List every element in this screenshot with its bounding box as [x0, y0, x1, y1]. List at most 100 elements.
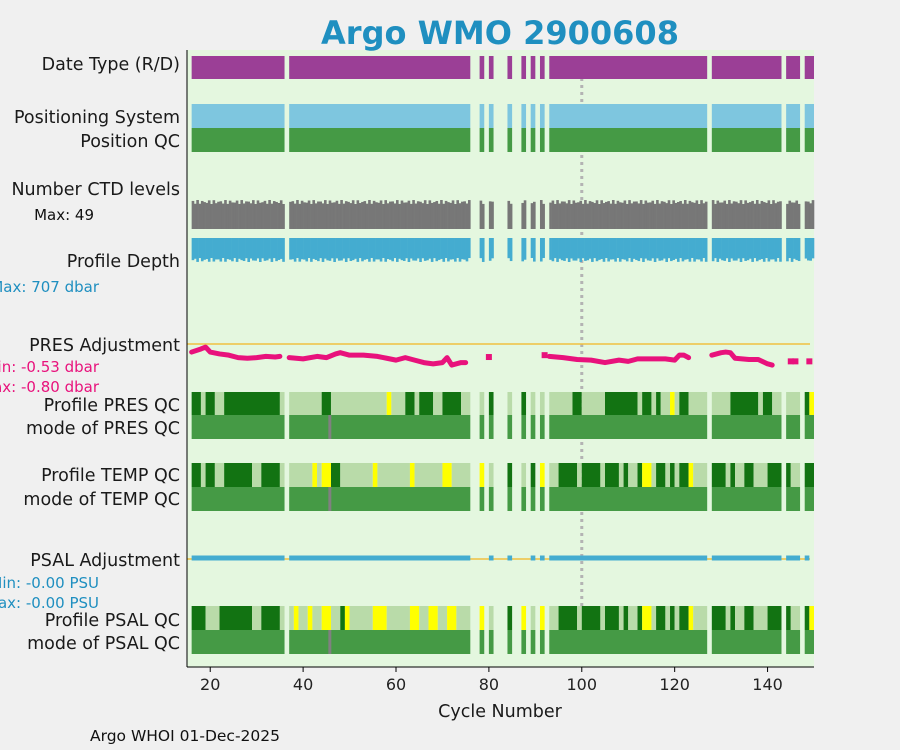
pres-min-annotation: Min: -0.53 dbar: [0, 358, 100, 376]
profile-depth-bar: [563, 238, 566, 261]
data-type-segment: [289, 56, 471, 79]
profile-depth-bar: [330, 238, 334, 259]
ctd-levels-bar: [193, 203, 197, 229]
ctd-levels-bar: [693, 202, 696, 229]
ctd-levels-bar: [254, 203, 257, 229]
profile-depth-bar: [314, 238, 318, 260]
ctd-levels-bar: [465, 203, 469, 229]
mode-psal-qc-segment: [549, 630, 708, 654]
ctd-levels-bar: [467, 200, 471, 229]
ctd-levels-bar: [530, 203, 534, 229]
profile-depth-bar: [261, 238, 264, 259]
ctd-levels-bar: [454, 203, 457, 229]
ctd-levels-bar: [556, 200, 559, 229]
lines-layer: [187, 343, 813, 561]
ctd-levels-bar: [549, 202, 552, 229]
profile-depth-bar: [681, 238, 685, 262]
profile-pres-qc-segment: [786, 392, 801, 415]
ctd-levels-bar: [788, 200, 792, 229]
ctd-levels-bar: [400, 200, 404, 229]
ctd-levels-bar: [665, 203, 668, 229]
ctd-levels-bar: [324, 200, 327, 229]
profile-pres-qc-segment: [651, 392, 657, 415]
ctd-levels-bar: [300, 200, 304, 229]
profile-depth-bar: [600, 238, 603, 259]
ctd-levels-bar: [533, 201, 536, 229]
profile-depth-bar: [203, 238, 206, 260]
profile-depth-bar: [665, 238, 668, 262]
profile-psal-qc-segment: [693, 606, 708, 630]
x-tick-label: 40: [293, 675, 313, 694]
profile-depth-bar: [530, 238, 534, 259]
profile-depth-bar: [447, 238, 450, 262]
profile-psal-qc-segment: [767, 606, 782, 630]
ctd-levels-bar: [779, 201, 782, 229]
profile-psal-qc-segment: [428, 606, 438, 630]
profile-depth-bar: [396, 238, 399, 262]
profile-depth-bar: [265, 238, 269, 261]
profile-depth-bar: [193, 238, 197, 259]
profile-depth-bar: [307, 238, 311, 259]
profile-temp-qc-segment: [488, 463, 494, 487]
profile-depth-bar: [333, 238, 336, 262]
mode-temp-qc-segment: [786, 487, 801, 511]
profile-psal-qc-segment: [581, 606, 601, 630]
ctd-levels-bar: [344, 201, 348, 229]
ctd-levels-bar: [235, 200, 239, 229]
ctd-levels-bar: [402, 202, 406, 229]
ctd-levels-bar: [349, 203, 353, 229]
profile-depth-bar: [558, 238, 562, 259]
profile-depth-bar: [651, 238, 655, 259]
profile-depth-bar: [660, 238, 664, 261]
profile-depth-bar: [379, 238, 383, 262]
profile-depth-bar: [658, 238, 662, 261]
profile-pres-qc-segment: [391, 392, 406, 415]
ctd-levels-bar: [437, 203, 441, 229]
profile-temp-qc-segment: [558, 463, 578, 487]
ctd-levels-bar: [667, 200, 671, 229]
profile-temp-qc-segment: [317, 463, 322, 487]
ctd-levels-bar: [423, 200, 427, 229]
ctd-levels-bar: [739, 200, 743, 229]
profile-depth-bar: [807, 238, 810, 261]
ctd-levels-bar: [277, 202, 281, 229]
profile-depth-bar: [423, 238, 427, 261]
ctd-levels-bar: [551, 200, 555, 229]
profile-psal-qc-segment: [205, 606, 220, 630]
ctd-levels-bar: [303, 202, 306, 229]
ctd-levels-bar: [231, 202, 234, 229]
ctd-levels-bar: [567, 200, 571, 229]
profile-psal-qc-segment: [730, 606, 736, 630]
ctd-levels-bar: [630, 203, 634, 229]
profile-depth-bar: [268, 238, 271, 259]
ctd-levels-bar: [347, 201, 350, 229]
profile-psal-qc-segment: [219, 606, 253, 630]
profile-depth-bar: [212, 238, 216, 262]
profile-depth-bar: [716, 238, 720, 262]
pres-adjustment-point: [806, 358, 813, 365]
ctd-levels-bar: [748, 202, 752, 229]
ctd-levels-bar: [607, 201, 610, 229]
profile-depth-bar: [440, 238, 443, 259]
ctd-levels-bar: [419, 201, 422, 229]
profile-depth-bar: [196, 238, 199, 262]
mode-pres-qc-segment: [521, 415, 527, 439]
profile-depth-bar: [605, 238, 608, 259]
profile-depth-bar: [533, 238, 536, 262]
ctd-levels-bar: [191, 200, 195, 229]
ctd-levels-bar: [221, 203, 225, 229]
mode-psal-qc-segment: [711, 630, 782, 654]
profile-depth-bar: [653, 238, 657, 262]
data-type-segment: [521, 56, 527, 79]
ctd-levels-bar: [268, 200, 271, 229]
ctd-levels-bar: [217, 201, 220, 229]
ctd-levels-bar: [735, 201, 738, 229]
profile-depth-bar: [296, 238, 299, 258]
profile-depth-bar: [772, 238, 775, 260]
ctd-levels-bar: [718, 202, 722, 229]
profile-temp-qc-segment: [637, 463, 643, 487]
mode-temp-qc-segment: [521, 487, 527, 511]
profile-depth-bar: [317, 238, 320, 262]
ctd-levels-bar: [651, 200, 655, 229]
ctd-levels-bar: [563, 201, 566, 229]
